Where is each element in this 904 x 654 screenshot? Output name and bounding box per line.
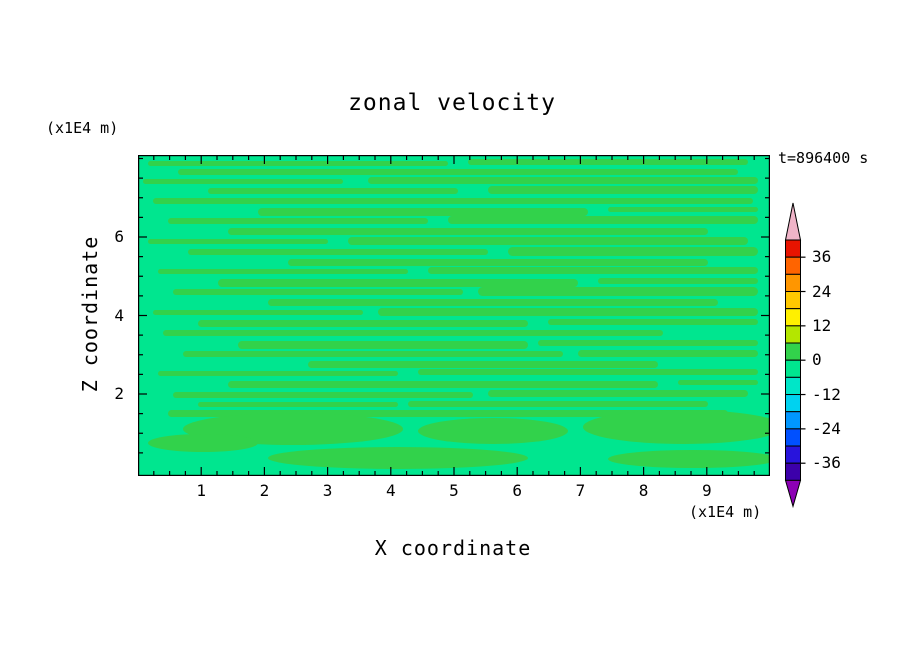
x-tick-label: 4 [385, 481, 396, 500]
x-tick-label: 1 [196, 481, 207, 500]
chart-title: zonal velocity [348, 90, 556, 116]
x-tick-label: 2 [259, 481, 270, 500]
x-tick-label: 7 [575, 481, 586, 500]
colorbar-tick-label: 12 [812, 315, 832, 335]
y-axis-units-label: (x1E4 m) [46, 119, 119, 137]
time-annotation: t=896400 s [778, 149, 869, 167]
y-tick-labels: 2 4 6 [92, 155, 124, 476]
colorbar-tick-label: 36 [812, 247, 832, 267]
y-tick-label: 2 [114, 384, 124, 403]
x-axis-units-label: (x1E4 m) [689, 503, 762, 521]
colorbar-tick-label: 24 [812, 281, 832, 301]
colorbar-tick-label: 0 [812, 350, 822, 370]
x-tick-label: 8 [638, 481, 649, 500]
x-tick-labels: 1 2 3 4 5 6 7 8 9 [138, 481, 770, 503]
x-axis-title: X coordinate [374, 536, 532, 560]
colorbar-tick-label: -36 [812, 453, 841, 473]
x-tick-label: 6 [512, 481, 523, 500]
x-tick-label: 5 [449, 481, 459, 500]
y-tick-label: 6 [114, 227, 124, 246]
colorbar-tick-label: -12 [812, 384, 841, 404]
colorbar [784, 202, 806, 509]
x-tick-label: 9 [701, 481, 712, 500]
colorbar-labels: 36 24 12 0 -12 -24 -36 [812, 198, 872, 518]
y-tick-label: 4 [114, 305, 124, 325]
contour-plot [138, 155, 770, 476]
x-tick-label: 3 [322, 481, 333, 500]
colorbar-tick-label: -24 [812, 418, 841, 438]
